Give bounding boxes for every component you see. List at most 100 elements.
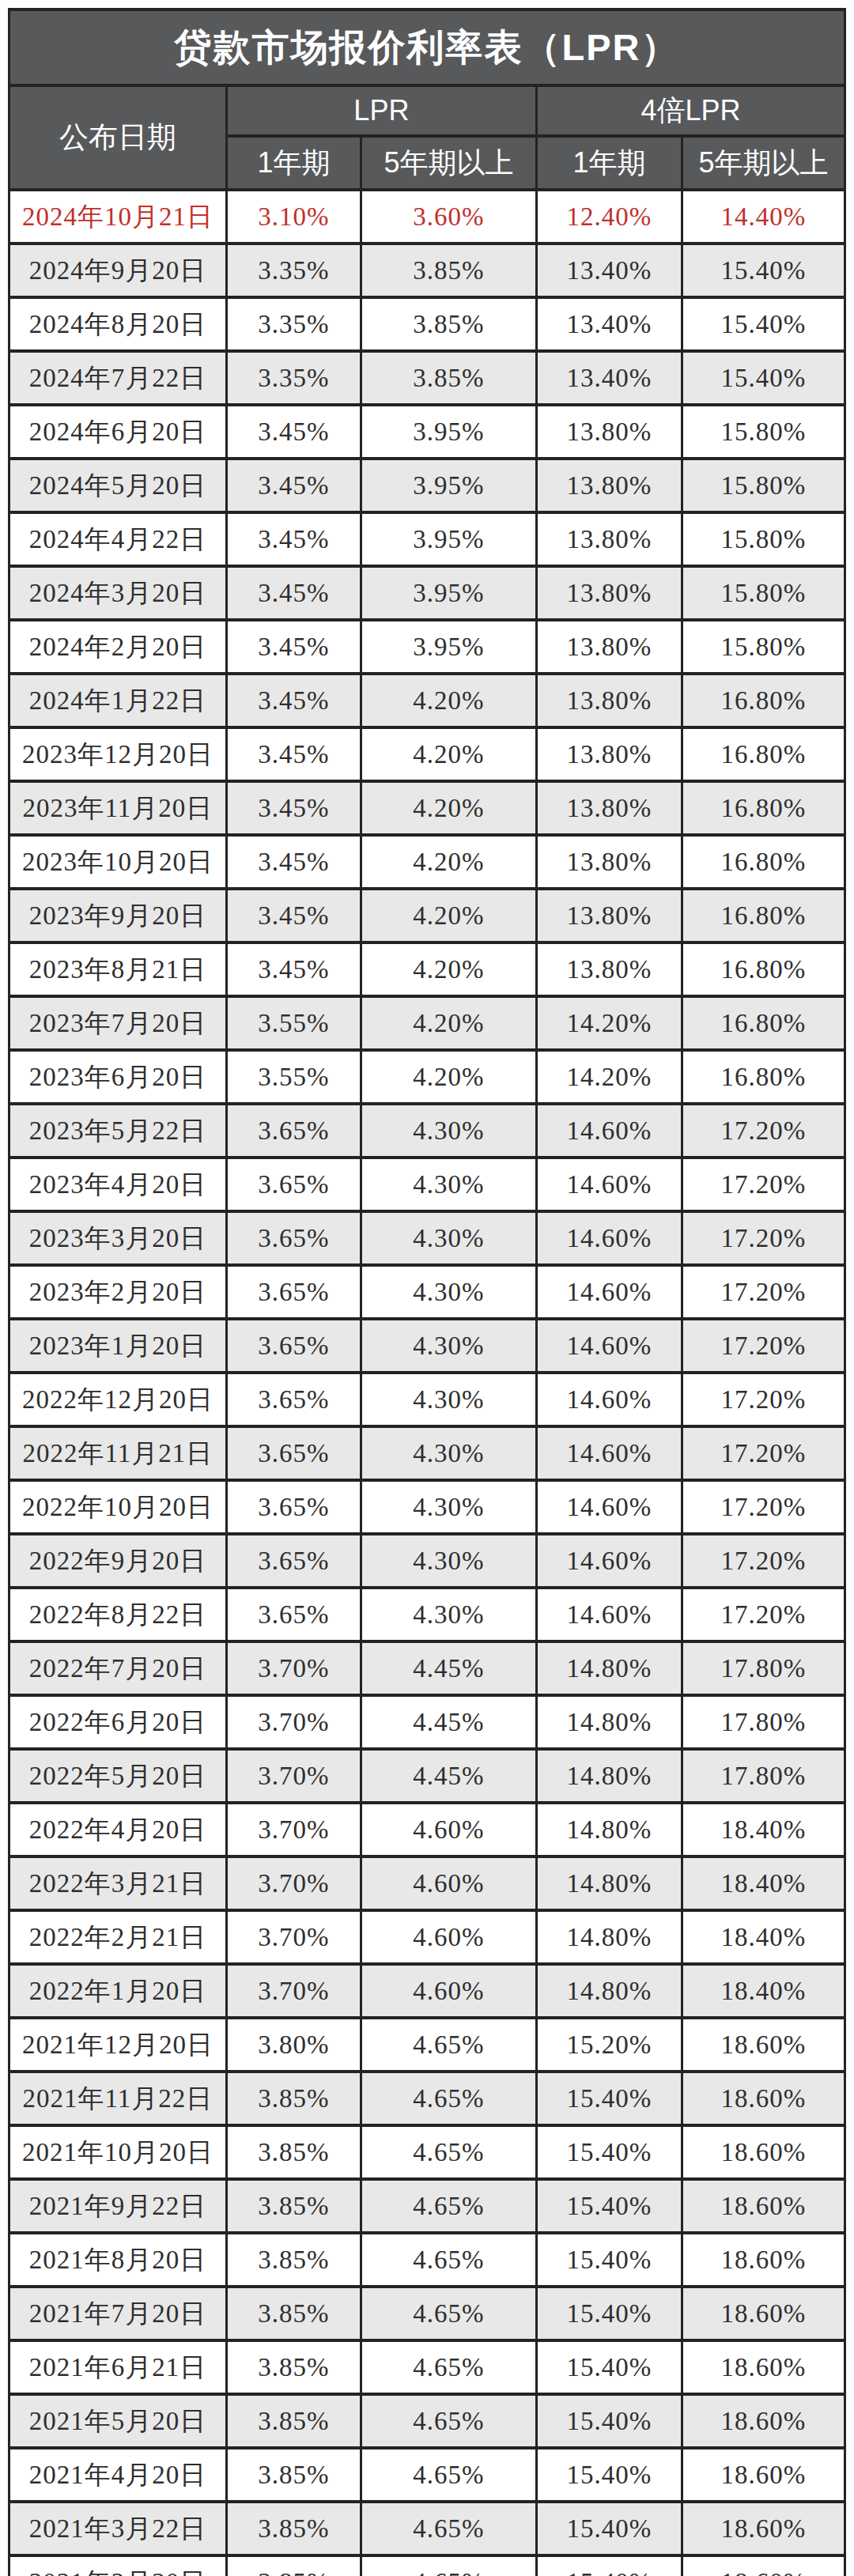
table-row: 2024年7月22日3.35%3.85%13.40%15.40%	[9, 351, 845, 405]
lpr-1y-cell: 3.65%	[226, 1319, 361, 1373]
x4-1y-cell: 14.60%	[536, 1265, 682, 1319]
lpr-5y-cell: 4.30%	[361, 1426, 536, 1480]
x4-5y-cell: 17.80%	[682, 1641, 845, 1695]
lpr-5y-cell: 3.60%	[361, 190, 536, 244]
x4-5y-cell: 15.40%	[682, 351, 845, 405]
x4-5y-cell: 16.80%	[682, 1050, 845, 1104]
x4-1y-cell: 14.20%	[536, 1050, 682, 1104]
x4-5y-cell: 18.60%	[682, 2448, 845, 2502]
lpr-1y-cell: 3.65%	[226, 1373, 361, 1426]
table-row: 2022年8月22日3.65%4.30%14.60%17.20%	[9, 1588, 845, 1641]
lpr-1y-cell: 3.45%	[226, 512, 361, 566]
lpr-5y-cell: 4.45%	[361, 1749, 536, 1803]
table-row: 2023年1月20日3.65%4.30%14.60%17.20%	[9, 1319, 845, 1373]
x4-1y-cell: 14.20%	[536, 996, 682, 1050]
table-row: 2022年11月21日3.65%4.30%14.60%17.20%	[9, 1426, 845, 1480]
date-cell: 2022年8月22日	[9, 1588, 227, 1641]
x4-5y-cell: 16.80%	[682, 727, 845, 781]
lpr-1y-cell: 3.45%	[226, 942, 361, 996]
lpr-1y-cell: 3.65%	[226, 1534, 361, 1588]
lpr-1y-cell: 3.65%	[226, 1426, 361, 1480]
lpr-1y-cell: 3.35%	[226, 244, 361, 297]
x4-5y-cell: 18.60%	[682, 2340, 845, 2394]
table-row: 2022年6月20日3.70%4.45%14.80%17.80%	[9, 1695, 845, 1749]
x4-1y-cell: 13.40%	[536, 244, 682, 297]
x4-1y-cell: 14.80%	[536, 1856, 682, 1910]
lpr-1y-cell: 3.45%	[226, 727, 361, 781]
lpr-1y-cell: 3.55%	[226, 1050, 361, 1104]
table-row: 2022年2月21日3.70%4.60%14.80%18.40%	[9, 1910, 845, 1964]
x4-5y-cell: 16.80%	[682, 674, 845, 727]
x4-5y-cell: 15.80%	[682, 566, 845, 620]
lpr-5y-cell: 4.20%	[361, 674, 536, 727]
table-row: 2021年9月22日3.85%4.65%15.40%18.60%	[9, 2179, 845, 2233]
x4-5y-cell: 17.20%	[682, 1480, 845, 1534]
x4-1y-cell: 15.40%	[536, 2125, 682, 2179]
lpr-5y-cell: 3.85%	[361, 351, 536, 405]
lpr-5y-cell: 4.30%	[361, 1480, 536, 1534]
table-row: 2024年3月20日3.45%3.95%13.80%15.80%	[9, 566, 845, 620]
date-cell: 2024年8月20日	[9, 297, 227, 351]
lpr-5y-cell: 4.60%	[361, 1964, 536, 2018]
lpr-5y-cell: 4.30%	[361, 1319, 536, 1373]
x4-5y-cell: 18.40%	[682, 1803, 845, 1856]
x4-1y-cell: 13.40%	[536, 351, 682, 405]
lpr-5y-cell: 4.65%	[361, 2448, 536, 2502]
lpr-5y-cell: 4.65%	[361, 2555, 536, 2576]
x4-5y-cell: 18.40%	[682, 1910, 845, 1964]
lpr-1y-cell: 3.65%	[226, 1480, 361, 1534]
x4-1y-cell: 13.80%	[536, 727, 682, 781]
date-cell: 2022年9月20日	[9, 1534, 227, 1588]
table-row: 2022年9月20日3.65%4.30%14.60%17.20%	[9, 1534, 845, 1588]
lpr-1y-cell: 3.45%	[226, 781, 361, 835]
table-row: 2021年12月20日3.80%4.65%15.20%18.60%	[9, 2018, 845, 2072]
table-row: 2023年11月20日3.45%4.20%13.80%16.80%	[9, 781, 845, 835]
date-cell: 2021年5月20日	[9, 2394, 227, 2448]
table-row: 2022年1月20日3.70%4.60%14.80%18.40%	[9, 1964, 845, 2018]
date-cell: 2022年4月20日	[9, 1803, 227, 1856]
table-row: 2021年4月20日3.85%4.65%15.40%18.60%	[9, 2448, 845, 2502]
x4-5y-cell: 16.80%	[682, 996, 845, 1050]
x4-1y-cell: 14.60%	[536, 1211, 682, 1265]
x4-1y-cell: 13.80%	[536, 566, 682, 620]
lpr-1y-cell: 3.85%	[226, 2179, 361, 2233]
x4-5y-cell: 14.40%	[682, 190, 845, 244]
col-header-lpr-1y: 1年期	[226, 136, 361, 190]
lpr-5y-cell: 4.20%	[361, 942, 536, 996]
date-cell: 2024年3月20日	[9, 566, 227, 620]
table-row: 2022年7月20日3.70%4.45%14.80%17.80%	[9, 1641, 845, 1695]
date-cell: 2022年12月20日	[9, 1373, 227, 1426]
date-cell: 2022年3月21日	[9, 1856, 227, 1910]
table-row: 2023年10月20日3.45%4.20%13.80%16.80%	[9, 835, 845, 889]
lpr-5y-cell: 4.30%	[361, 1534, 536, 1588]
lpr-1y-cell: 3.45%	[226, 835, 361, 889]
table-row: 2023年3月20日3.65%4.30%14.60%17.20%	[9, 1211, 845, 1265]
col-group-lpr: LPR	[226, 85, 536, 136]
date-cell: 2024年4月22日	[9, 512, 227, 566]
lpr-5y-cell: 4.20%	[361, 1050, 536, 1104]
lpr-5y-cell: 4.30%	[361, 1104, 536, 1158]
lpr-1y-cell: 3.70%	[226, 1641, 361, 1695]
table-row: 2023年4月20日3.65%4.30%14.60%17.20%	[9, 1158, 845, 1211]
date-cell: 2023年3月20日	[9, 1211, 227, 1265]
x4-1y-cell: 12.40%	[536, 190, 682, 244]
lpr-5y-cell: 4.30%	[361, 1158, 536, 1211]
lpr-5y-cell: 4.30%	[361, 1373, 536, 1426]
date-cell: 2021年6月21日	[9, 2340, 227, 2394]
x4-1y-cell: 15.40%	[536, 2502, 682, 2555]
lpr-rate-table: 贷款市场报价利率表（LPR） 公布日期 LPR 4倍LPR 1年期 5年期以上 …	[8, 8, 846, 2576]
lpr-5y-cell: 4.65%	[361, 2287, 536, 2340]
lpr-1y-cell: 3.65%	[226, 1104, 361, 1158]
lpr-1y-cell: 3.45%	[226, 620, 361, 674]
x4-1y-cell: 15.40%	[536, 2072, 682, 2125]
x4-5y-cell: 15.40%	[682, 297, 845, 351]
x4-5y-cell: 18.60%	[682, 2502, 845, 2555]
x4-1y-cell: 14.60%	[536, 1534, 682, 1588]
x4-1y-cell: 14.80%	[536, 1641, 682, 1695]
col-header-lpr-5y: 5年期以上	[361, 136, 536, 190]
lpr-5y-cell: 4.60%	[361, 1856, 536, 1910]
lpr-1y-cell: 3.80%	[226, 2018, 361, 2072]
table-row: 2021年6月21日3.85%4.65%15.40%18.60%	[9, 2340, 845, 2394]
x4-1y-cell: 13.80%	[536, 889, 682, 942]
x4-1y-cell: 14.80%	[536, 1803, 682, 1856]
